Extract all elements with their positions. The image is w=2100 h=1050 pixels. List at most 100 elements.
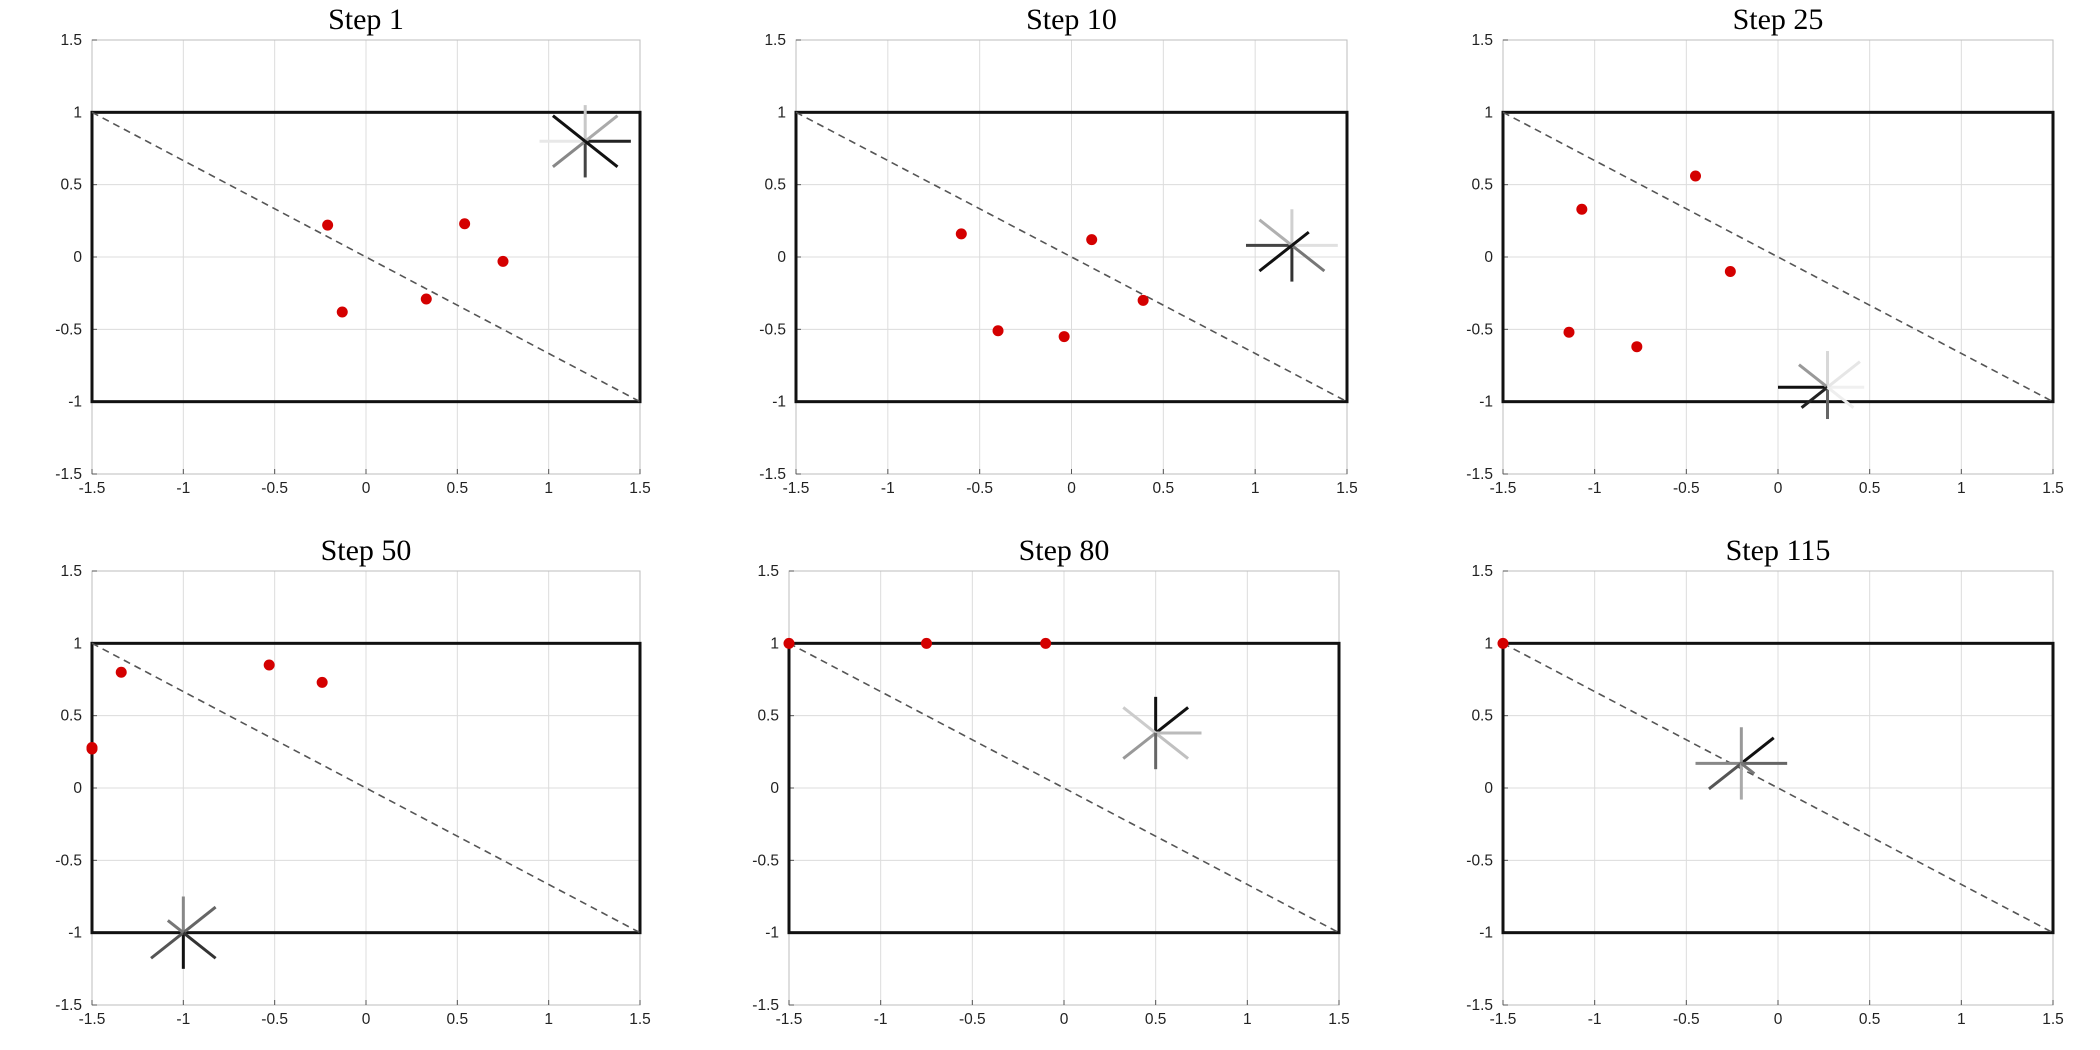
data-point xyxy=(1576,203,1588,215)
data-point xyxy=(1040,637,1052,649)
y-tick-label: -1 xyxy=(765,925,779,942)
points xyxy=(86,659,328,755)
x-tick-label: 0.5 xyxy=(1145,1011,1167,1028)
y-tick-label: 1.5 xyxy=(764,32,786,49)
x-tick-label: 1 xyxy=(1957,480,1966,497)
y-tick-label: 0 xyxy=(1484,780,1493,797)
y-tick-label: -1 xyxy=(68,925,82,942)
x-tick-label: 0.5 xyxy=(447,480,469,497)
data-point xyxy=(1631,341,1643,353)
panel-title: Step 115 xyxy=(1726,534,1831,567)
y-tick-label: 0 xyxy=(73,249,82,266)
y-tick-label: -0.5 xyxy=(1466,321,1493,338)
data-point xyxy=(86,743,98,755)
y-tick-label: 1 xyxy=(1484,104,1493,121)
star-ray xyxy=(1154,706,1190,735)
panel-5: Step 80 -1.5 -1 -0.5 0 0.5 1 1.5 -1.5 -1 -0.5 0 0.5 1… xyxy=(752,534,1350,1028)
star-ray xyxy=(166,919,185,934)
y-tick-label: -0.5 xyxy=(55,852,82,869)
panel-3: Step 25 -1.5 -1 -0.5 0 0.5 1 1.5 -1.5 -1 -0.5 0 0.5 1… xyxy=(1466,3,2064,497)
x-tick-label: 0 xyxy=(1060,1011,1069,1028)
y-tick-label: -1.5 xyxy=(1466,466,1493,483)
panel-1: Step 1 -1.5 -1 -0.5 0 0.5 1 1.5 -1.5 -1 -0.5 0 0.5 1 1… xyxy=(55,3,651,497)
panel-title: Step 25 xyxy=(1733,3,1824,36)
panel-title: Step 10 xyxy=(1026,3,1117,36)
points xyxy=(955,228,1149,343)
x-tick-label: -1 xyxy=(874,1011,888,1028)
x-tick-label: -0.5 xyxy=(966,480,993,497)
grid xyxy=(91,39,641,475)
agent-star xyxy=(1122,696,1202,770)
y-tick-label: 0 xyxy=(770,780,779,797)
x-tick-label: 1.5 xyxy=(1328,1011,1350,1028)
data-point xyxy=(1086,234,1098,246)
star-ray xyxy=(551,114,587,143)
x-tick-label: 1.5 xyxy=(1336,480,1358,497)
x-tick-label: 0 xyxy=(362,1011,371,1028)
grid xyxy=(788,570,1340,1006)
x-tick-label: -0.5 xyxy=(261,480,288,497)
star-ray xyxy=(1740,736,1775,765)
x-tick-label: -1.5 xyxy=(79,1011,106,1028)
points xyxy=(1563,170,1736,353)
x-tick-label: 1 xyxy=(1251,480,1260,497)
star-ray xyxy=(182,905,217,934)
y-tick-label: -1.5 xyxy=(759,466,786,483)
y-tick-label: 0 xyxy=(1484,249,1493,266)
x-tick-label: 0.5 xyxy=(1153,480,1175,497)
data-point xyxy=(322,219,334,231)
data-point xyxy=(783,637,795,649)
agent-star xyxy=(539,105,631,178)
y-tick-label: -1 xyxy=(1479,394,1493,411)
x-tick-label: -0.5 xyxy=(1673,480,1700,497)
y-tick-label: 0 xyxy=(777,249,786,266)
x-tick-label: 1.5 xyxy=(629,1011,651,1028)
star-ray xyxy=(584,114,619,143)
data-point xyxy=(921,637,932,649)
arena-rectangle xyxy=(787,641,1341,935)
y-tick-label: 0.5 xyxy=(1471,708,1493,725)
data-point xyxy=(1724,265,1736,277)
y-tick-label: -0.5 xyxy=(55,321,82,338)
y-tick-label: 1 xyxy=(1484,635,1493,652)
x-tick-label: 1.5 xyxy=(629,480,651,497)
panel-2: Step 10 -1.5 -1 -0.5 0 0.5 1 1.5 -1.5 -1 -0.5 0 0.5 1… xyxy=(759,3,1358,497)
data-point xyxy=(1563,326,1575,338)
agent-star xyxy=(1245,209,1338,282)
star-ray xyxy=(1740,762,1756,775)
data-point xyxy=(420,293,432,305)
x-tick-label: -1.5 xyxy=(79,480,106,497)
x-tick-label: 1.5 xyxy=(2042,480,2064,497)
panel-4: Step 50 -1.5 -1 -0.5 0 0.5 1 1.5 -1.5 -1 -0.5 0 0.5 1… xyxy=(55,534,651,1028)
y-tick-label: -1 xyxy=(1479,925,1493,942)
star-ray xyxy=(1290,230,1310,247)
agent-star xyxy=(150,896,217,969)
data-point xyxy=(263,659,275,671)
data-point xyxy=(1058,331,1070,343)
arena-rectangle xyxy=(90,641,642,935)
y-tick-label: 1.5 xyxy=(757,563,779,580)
data-point xyxy=(992,325,1004,337)
y-tick-label: 1.5 xyxy=(60,563,82,580)
star-ray xyxy=(1800,386,1829,409)
x-tick-label: 0.5 xyxy=(1859,1011,1881,1028)
x-tick-label: 1 xyxy=(1957,1011,1966,1028)
x-tick-label: -1.5 xyxy=(776,1011,803,1028)
y-tick-label: 0.5 xyxy=(1471,177,1493,194)
x-tick-label: 0 xyxy=(1774,1011,1783,1028)
x-tick-label: -1 xyxy=(176,480,190,497)
data-point xyxy=(955,228,967,240)
star-ray xyxy=(182,931,217,960)
star-ray xyxy=(1826,386,1855,409)
x-tick-label: -0.5 xyxy=(959,1011,986,1028)
diagonal-dashed-line xyxy=(788,642,1340,934)
data-point xyxy=(1690,170,1701,182)
x-tick-label: 1 xyxy=(1243,1011,1252,1028)
x-tick-label: 0 xyxy=(1774,480,1783,497)
x-tick-label: -1.5 xyxy=(783,480,810,497)
agent-star xyxy=(1778,351,1865,420)
star-ray xyxy=(1826,360,1861,389)
y-tick-label: 1 xyxy=(777,104,786,121)
star-ray xyxy=(584,140,619,169)
x-tick-label: -1 xyxy=(176,1011,190,1028)
